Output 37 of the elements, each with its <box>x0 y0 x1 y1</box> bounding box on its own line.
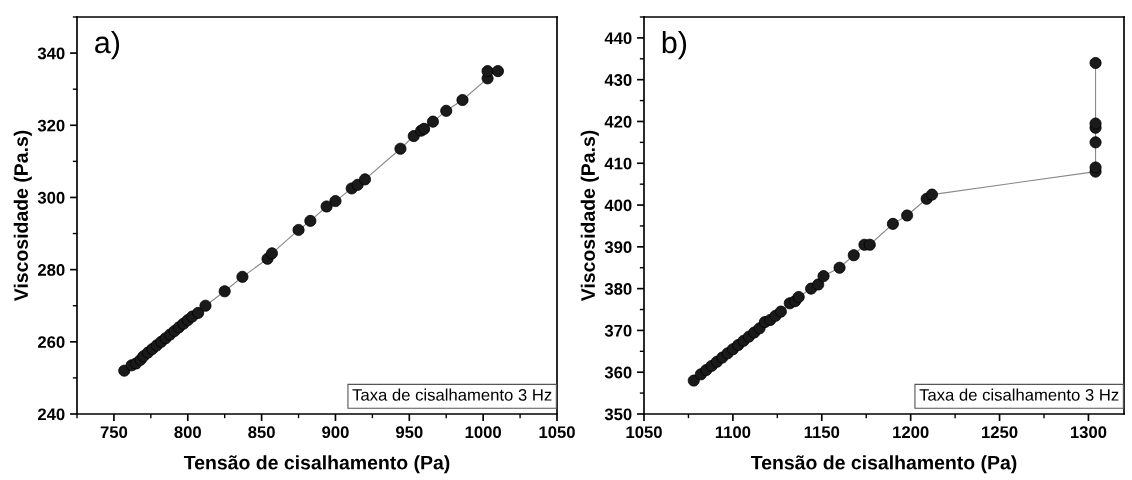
x-tick-label: 1200 <box>893 426 929 439</box>
y-tick-label: 430 <box>604 74 632 86</box>
y-tick-label: 260 <box>37 336 65 349</box>
x-axis-title: Tensão de cisalhamento (Pa) <box>750 455 1017 474</box>
annotation: Taxa de cisalhamento 3 Hz <box>919 388 1119 401</box>
x-tick-label: 1050 <box>539 426 575 439</box>
x-tick-label: 1250 <box>982 426 1018 439</box>
y-tick-label: 440 <box>604 32 632 45</box>
y-axis-title: Viscosidade (Pa.s) <box>580 130 599 302</box>
x-axis-title: Tensão de cisalhamento (Pa) <box>183 455 450 474</box>
y-tick-label: 280 <box>37 264 65 276</box>
y-tick-label: 360 <box>604 366 632 379</box>
y-tick-label: 350 <box>604 408 632 421</box>
x-tick-label: 950 <box>395 426 423 439</box>
x-tick-label: 1150 <box>804 426 840 439</box>
y-tick-label: 410 <box>604 157 632 170</box>
y-tick-label: 300 <box>37 191 65 204</box>
y-tick-label: 390 <box>604 241 632 254</box>
x-tick-label: 1300 <box>1070 426 1107 439</box>
x-tick-label: 1100 <box>715 426 751 439</box>
y-tick-label: 240 <box>37 408 65 421</box>
x-tick-label: 800 <box>174 426 201 439</box>
x-tick-label: 850 <box>248 426 275 439</box>
y-tick-label: 370 <box>604 324 632 337</box>
y-tick-label: 420 <box>604 115 632 128</box>
y-tick-label: 380 <box>604 283 632 295</box>
y-axis-title: Viscosidade (Pa.s) <box>13 130 32 302</box>
y-tick-label: 400 <box>604 199 632 212</box>
x-tick-label: 900 <box>322 426 349 439</box>
x-tick-label: 1050 <box>626 426 662 439</box>
y-tick-label: 320 <box>37 119 65 132</box>
y-tick-label: 340 <box>37 47 65 60</box>
annotation: b) <box>662 30 687 60</box>
annotation: Taxa de cisalhamento 3 Hz <box>352 388 552 401</box>
annotation: a) <box>95 30 120 60</box>
x-tick-label: 750 <box>100 426 128 439</box>
x-tick-label: 1000 <box>465 426 502 439</box>
